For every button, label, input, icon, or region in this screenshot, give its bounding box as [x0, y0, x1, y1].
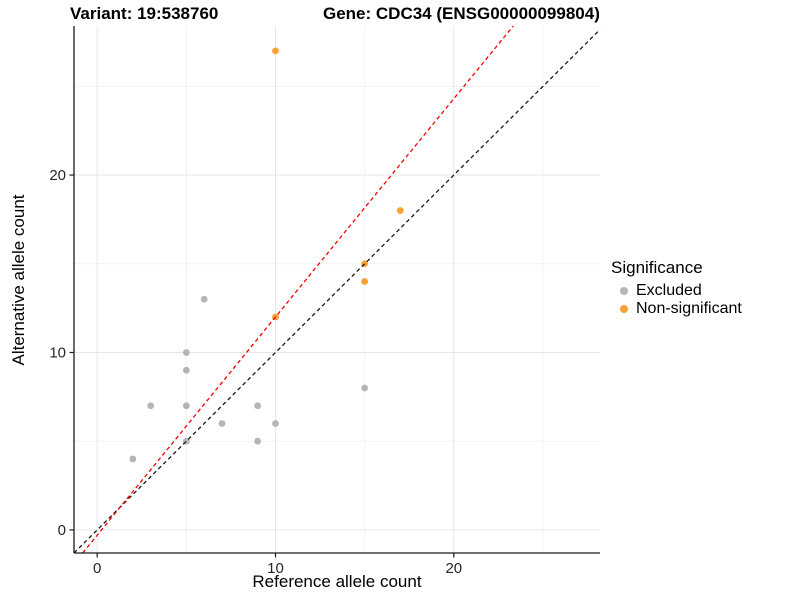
point-non-significant [272, 47, 279, 55]
legend-item-non-significant: Non-significant [611, 300, 742, 318]
x-tick-label: 20 [445, 560, 462, 577]
legend-item-label: Non-significant [636, 300, 742, 317]
legend-key-dot [620, 287, 628, 295]
legend-items: Excluded Non-significant [611, 282, 742, 318]
y-tick-label: 0 [58, 522, 66, 539]
point-non-significant [361, 278, 369, 285]
y-tick-label: 20 [49, 167, 66, 184]
legend-item-label: Excluded [636, 282, 702, 299]
plot-title-variant: Variant: 19:538760 [70, 4, 219, 23]
legend-key-dot [620, 305, 628, 313]
point-excluded [361, 384, 369, 392]
x-tick-label: 10 [267, 560, 284, 577]
point-excluded [254, 437, 262, 445]
y-tick-label: 10 [49, 344, 66, 361]
point-excluded [254, 402, 262, 410]
legend-title: Significance [611, 258, 703, 277]
point-excluded [200, 295, 208, 303]
plot-title-gene: Gene: CDC34 (ENSG00000099804) [323, 4, 600, 23]
y-axis-title: Alternative allele count [9, 194, 28, 366]
point-excluded [147, 402, 155, 410]
point-non-significant [396, 207, 404, 214]
expected-ratio-line [82, 25, 514, 554]
legend: Significance Excluded Non-significant [611, 258, 742, 318]
point-excluded [182, 349, 190, 356]
x-tick-label: 0 [93, 560, 101, 577]
legend-item-excluded: Excluded [611, 282, 742, 300]
point-excluded [182, 402, 190, 410]
identity-line [73, 29, 601, 554]
point-excluded [182, 366, 190, 374]
point-excluded [272, 420, 279, 427]
x-axis-title: Reference allele count [252, 572, 422, 591]
point-excluded [129, 455, 137, 463]
point-excluded [218, 420, 226, 427]
